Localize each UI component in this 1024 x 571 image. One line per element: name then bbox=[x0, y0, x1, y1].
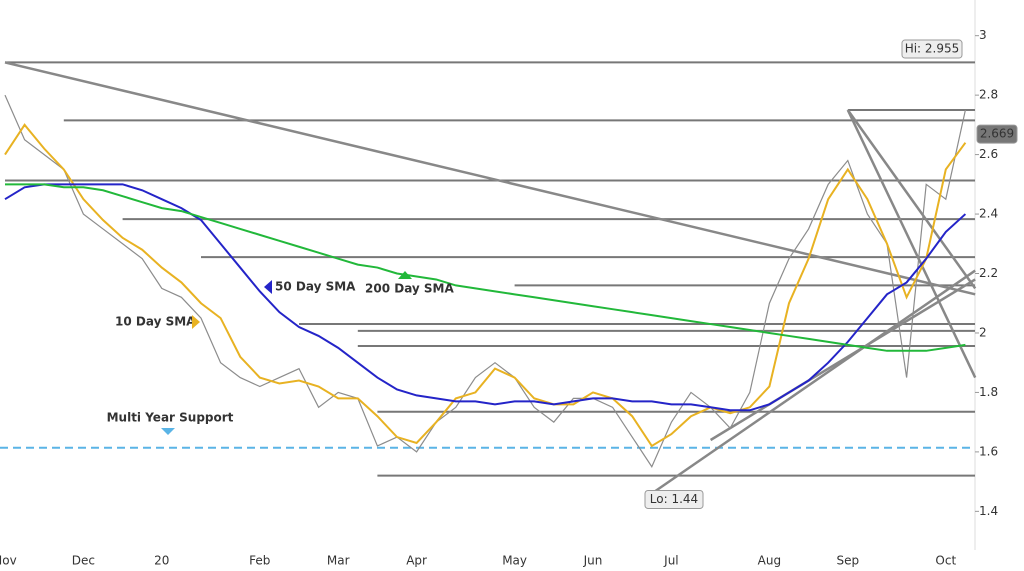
x-tick-label: Mar bbox=[327, 554, 350, 568]
marker bbox=[161, 428, 175, 435]
sma-line bbox=[4, 123, 967, 448]
x-tick-label: Feb bbox=[249, 554, 270, 568]
x-tick-label: 20 bbox=[154, 554, 169, 568]
trendline bbox=[846, 109, 977, 290]
price-line bbox=[4, 94, 966, 469]
last-price bbox=[976, 124, 1018, 144]
x-tick-label: Apr bbox=[406, 554, 427, 568]
y-tick-label: 1.8 bbox=[979, 385, 998, 399]
x-tick-label: Aug bbox=[758, 554, 781, 568]
trendline bbox=[846, 109, 977, 379]
lo-callout-label: Lo: 1.44 bbox=[650, 492, 698, 506]
annotation: 200 Day SMA bbox=[365, 282, 455, 296]
y-tick-label: 2.2 bbox=[979, 266, 998, 280]
annotation: 10 Day SMA bbox=[115, 315, 196, 329]
x-tick-label: Nov bbox=[0, 554, 17, 568]
x-tick-label: Jun bbox=[583, 554, 603, 568]
y-tick-label: 1.4 bbox=[979, 504, 998, 518]
annotation: 50 Day SMA bbox=[275, 280, 356, 294]
y-tick-label: 2 bbox=[979, 325, 987, 339]
marker bbox=[192, 315, 200, 329]
trendline bbox=[651, 269, 976, 495]
x-axis-band bbox=[0, 550, 1024, 571]
x-tick-label: May bbox=[502, 554, 527, 568]
hi-callout-label: Hi: 2.955 bbox=[905, 42, 960, 56]
marker bbox=[398, 271, 412, 279]
y-tick-label: 2.4 bbox=[979, 207, 998, 221]
x-tick-label: Jul bbox=[663, 554, 678, 568]
lo-callout bbox=[644, 489, 704, 509]
y-tick-label: 1.6 bbox=[979, 444, 998, 458]
hi-callout bbox=[901, 39, 963, 59]
x-tick-label: Sep bbox=[836, 554, 859, 568]
sma-line bbox=[4, 183, 967, 412]
sma-line bbox=[5, 183, 966, 352]
trendline bbox=[709, 278, 976, 442]
trendline bbox=[4, 61, 976, 296]
y-tick-label: 3 bbox=[979, 28, 987, 42]
last-price-label: 2.669 bbox=[980, 127, 1014, 141]
x-tick-label: Dec bbox=[72, 554, 95, 568]
marker bbox=[264, 280, 272, 294]
x-tick-label: Oct bbox=[935, 554, 956, 568]
annotation: Multi Year Support bbox=[107, 411, 234, 425]
y-tick-label: 2.6 bbox=[979, 147, 998, 161]
y-tick-label: 2.8 bbox=[979, 88, 998, 102]
